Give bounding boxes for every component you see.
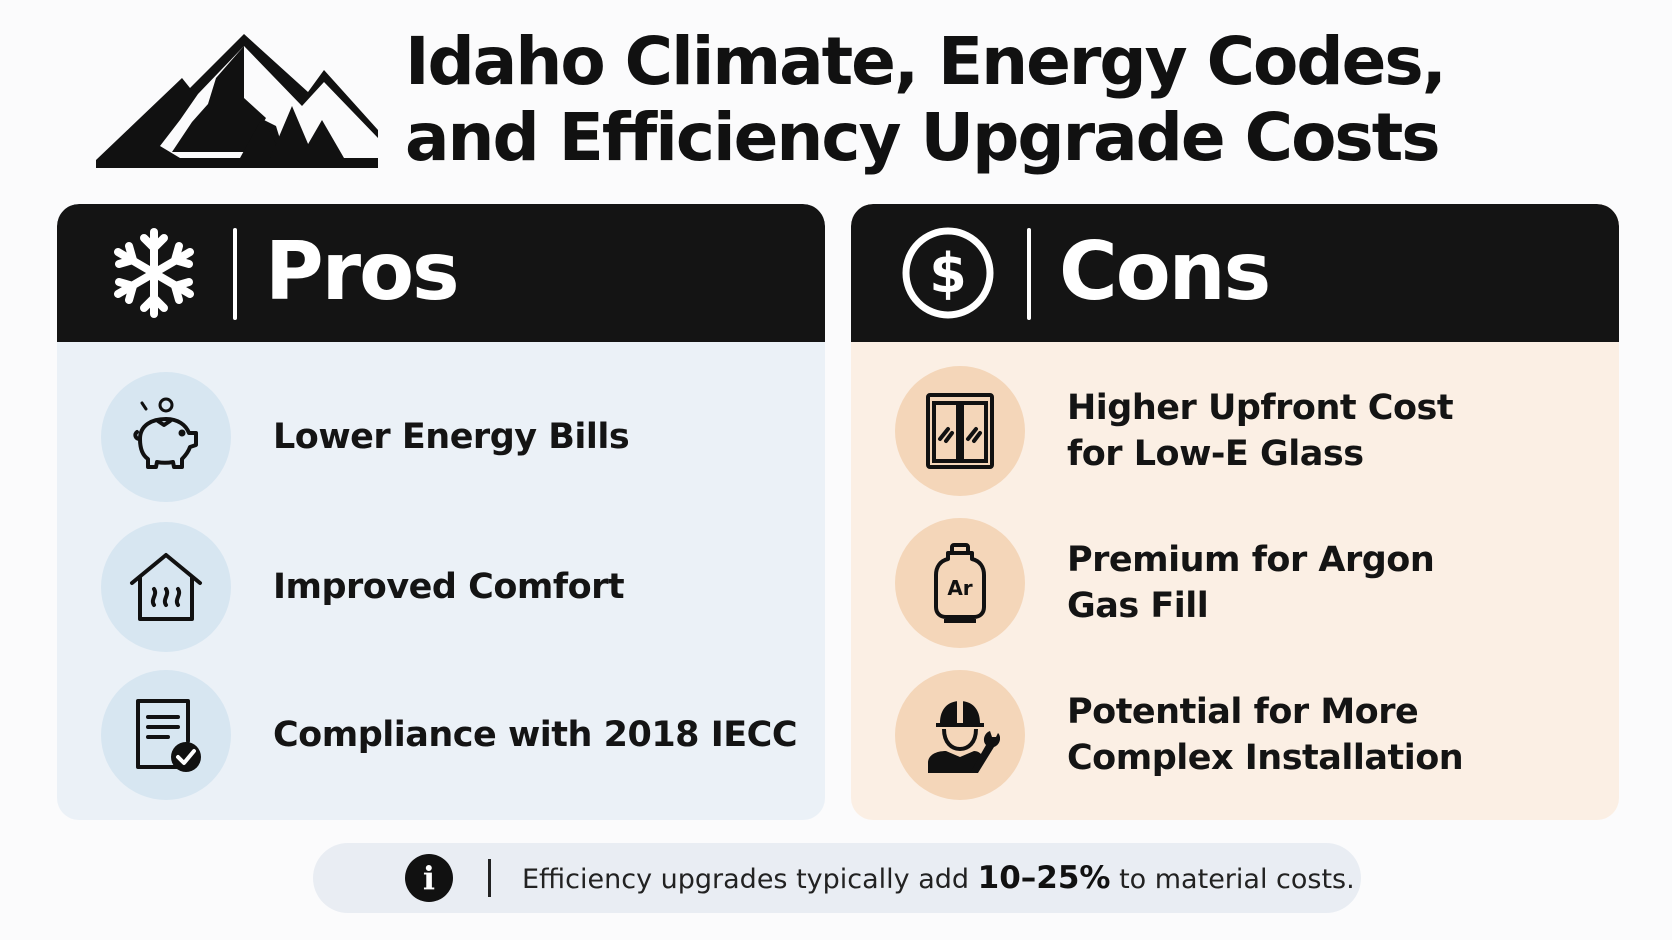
info-icon: i: [405, 854, 453, 902]
icon-circle: Ar: [895, 518, 1025, 648]
title-line-1: Idaho Climate, Energy Codes,: [405, 23, 1447, 100]
title-line-2: and Efficiency Upgrade Costs: [405, 99, 1441, 176]
footnote-text-start: Efficiency upgrades typically add: [522, 864, 978, 895]
pros-item-label: Lower Energy Bills: [273, 417, 630, 457]
pros-item: Lower Energy Bills: [101, 372, 801, 502]
icon-circle: [101, 670, 231, 800]
pros-card: Pros Lower Energy Bills: [57, 204, 825, 820]
footnote-banner: i Efficiency upgrades typically add 10–2…: [313, 843, 1361, 913]
page-title: Idaho Climate, Energy Codes, and Efficie…: [405, 23, 1447, 176]
icon-circle: [895, 366, 1025, 496]
pros-item-label: Improved Comfort: [273, 567, 625, 607]
footnote-percentage: 10–25%: [977, 860, 1111, 896]
dollar-coin-icon: $: [902, 227, 994, 319]
cons-item: Potential for More Complex Installation: [895, 670, 1595, 800]
label-line-1: Premium for Argon: [1067, 540, 1435, 580]
cons-item: Higher Upfront Cost for Low-E Glass: [895, 366, 1595, 496]
label-line-1: Higher Upfront Cost: [1067, 388, 1454, 428]
cons-card: $ Cons Higher Upfront Cost for Low-E Gla…: [851, 204, 1619, 820]
footnote-text: Efficiency upgrades typically add 10–25%…: [522, 843, 1355, 913]
icon-circle: [101, 372, 231, 502]
window-icon: [926, 393, 994, 469]
piggy-bank-icon: [133, 397, 198, 469]
cons-heading: Cons: [1059, 225, 1271, 318]
cons-header: $ Cons: [851, 204, 1619, 342]
argon-label: Ar: [947, 576, 972, 600]
header-divider: [233, 228, 237, 320]
label-line-1: Potential for More: [1067, 692, 1419, 732]
cons-item-label: Premium for Argon Gas Fill: [1067, 518, 1435, 648]
pros-item-label: Compliance with 2018 IECC: [273, 715, 798, 755]
label-line-2: Complex Installation: [1067, 738, 1464, 778]
header-divider: [1027, 228, 1031, 320]
pros-item: Improved Comfort: [101, 522, 801, 652]
footnote-divider: [488, 859, 491, 897]
icon-circle: [895, 670, 1025, 800]
label-line-2: Gas Fill: [1067, 586, 1209, 626]
svg-text:$: $: [929, 242, 967, 305]
footnote-text-end: to material costs.: [1110, 864, 1355, 895]
header: Idaho Climate, Energy Codes, and Efficie…: [0, 0, 1672, 200]
cons-item: Ar Premium for Argon Gas Fill: [895, 518, 1595, 648]
gas-cylinder-icon: Ar: [934, 543, 986, 623]
cons-item-label: Potential for More Complex Installation: [1067, 670, 1464, 800]
warm-house-icon: [130, 553, 202, 621]
icon-circle: [101, 522, 231, 652]
cons-item-label: Higher Upfront Cost for Low-E Glass: [1067, 366, 1454, 496]
pros-heading: Pros: [265, 225, 460, 318]
snowflake-icon: [114, 228, 194, 318]
pros-item: Compliance with 2018 IECC: [101, 670, 801, 800]
pros-header: Pros: [57, 204, 825, 342]
label-line-2: for Low-E Glass: [1067, 434, 1364, 474]
worker-wrench-icon: [928, 701, 1000, 773]
checked-document-icon: [136, 699, 201, 772]
mountain-trees-icon: [96, 34, 378, 168]
